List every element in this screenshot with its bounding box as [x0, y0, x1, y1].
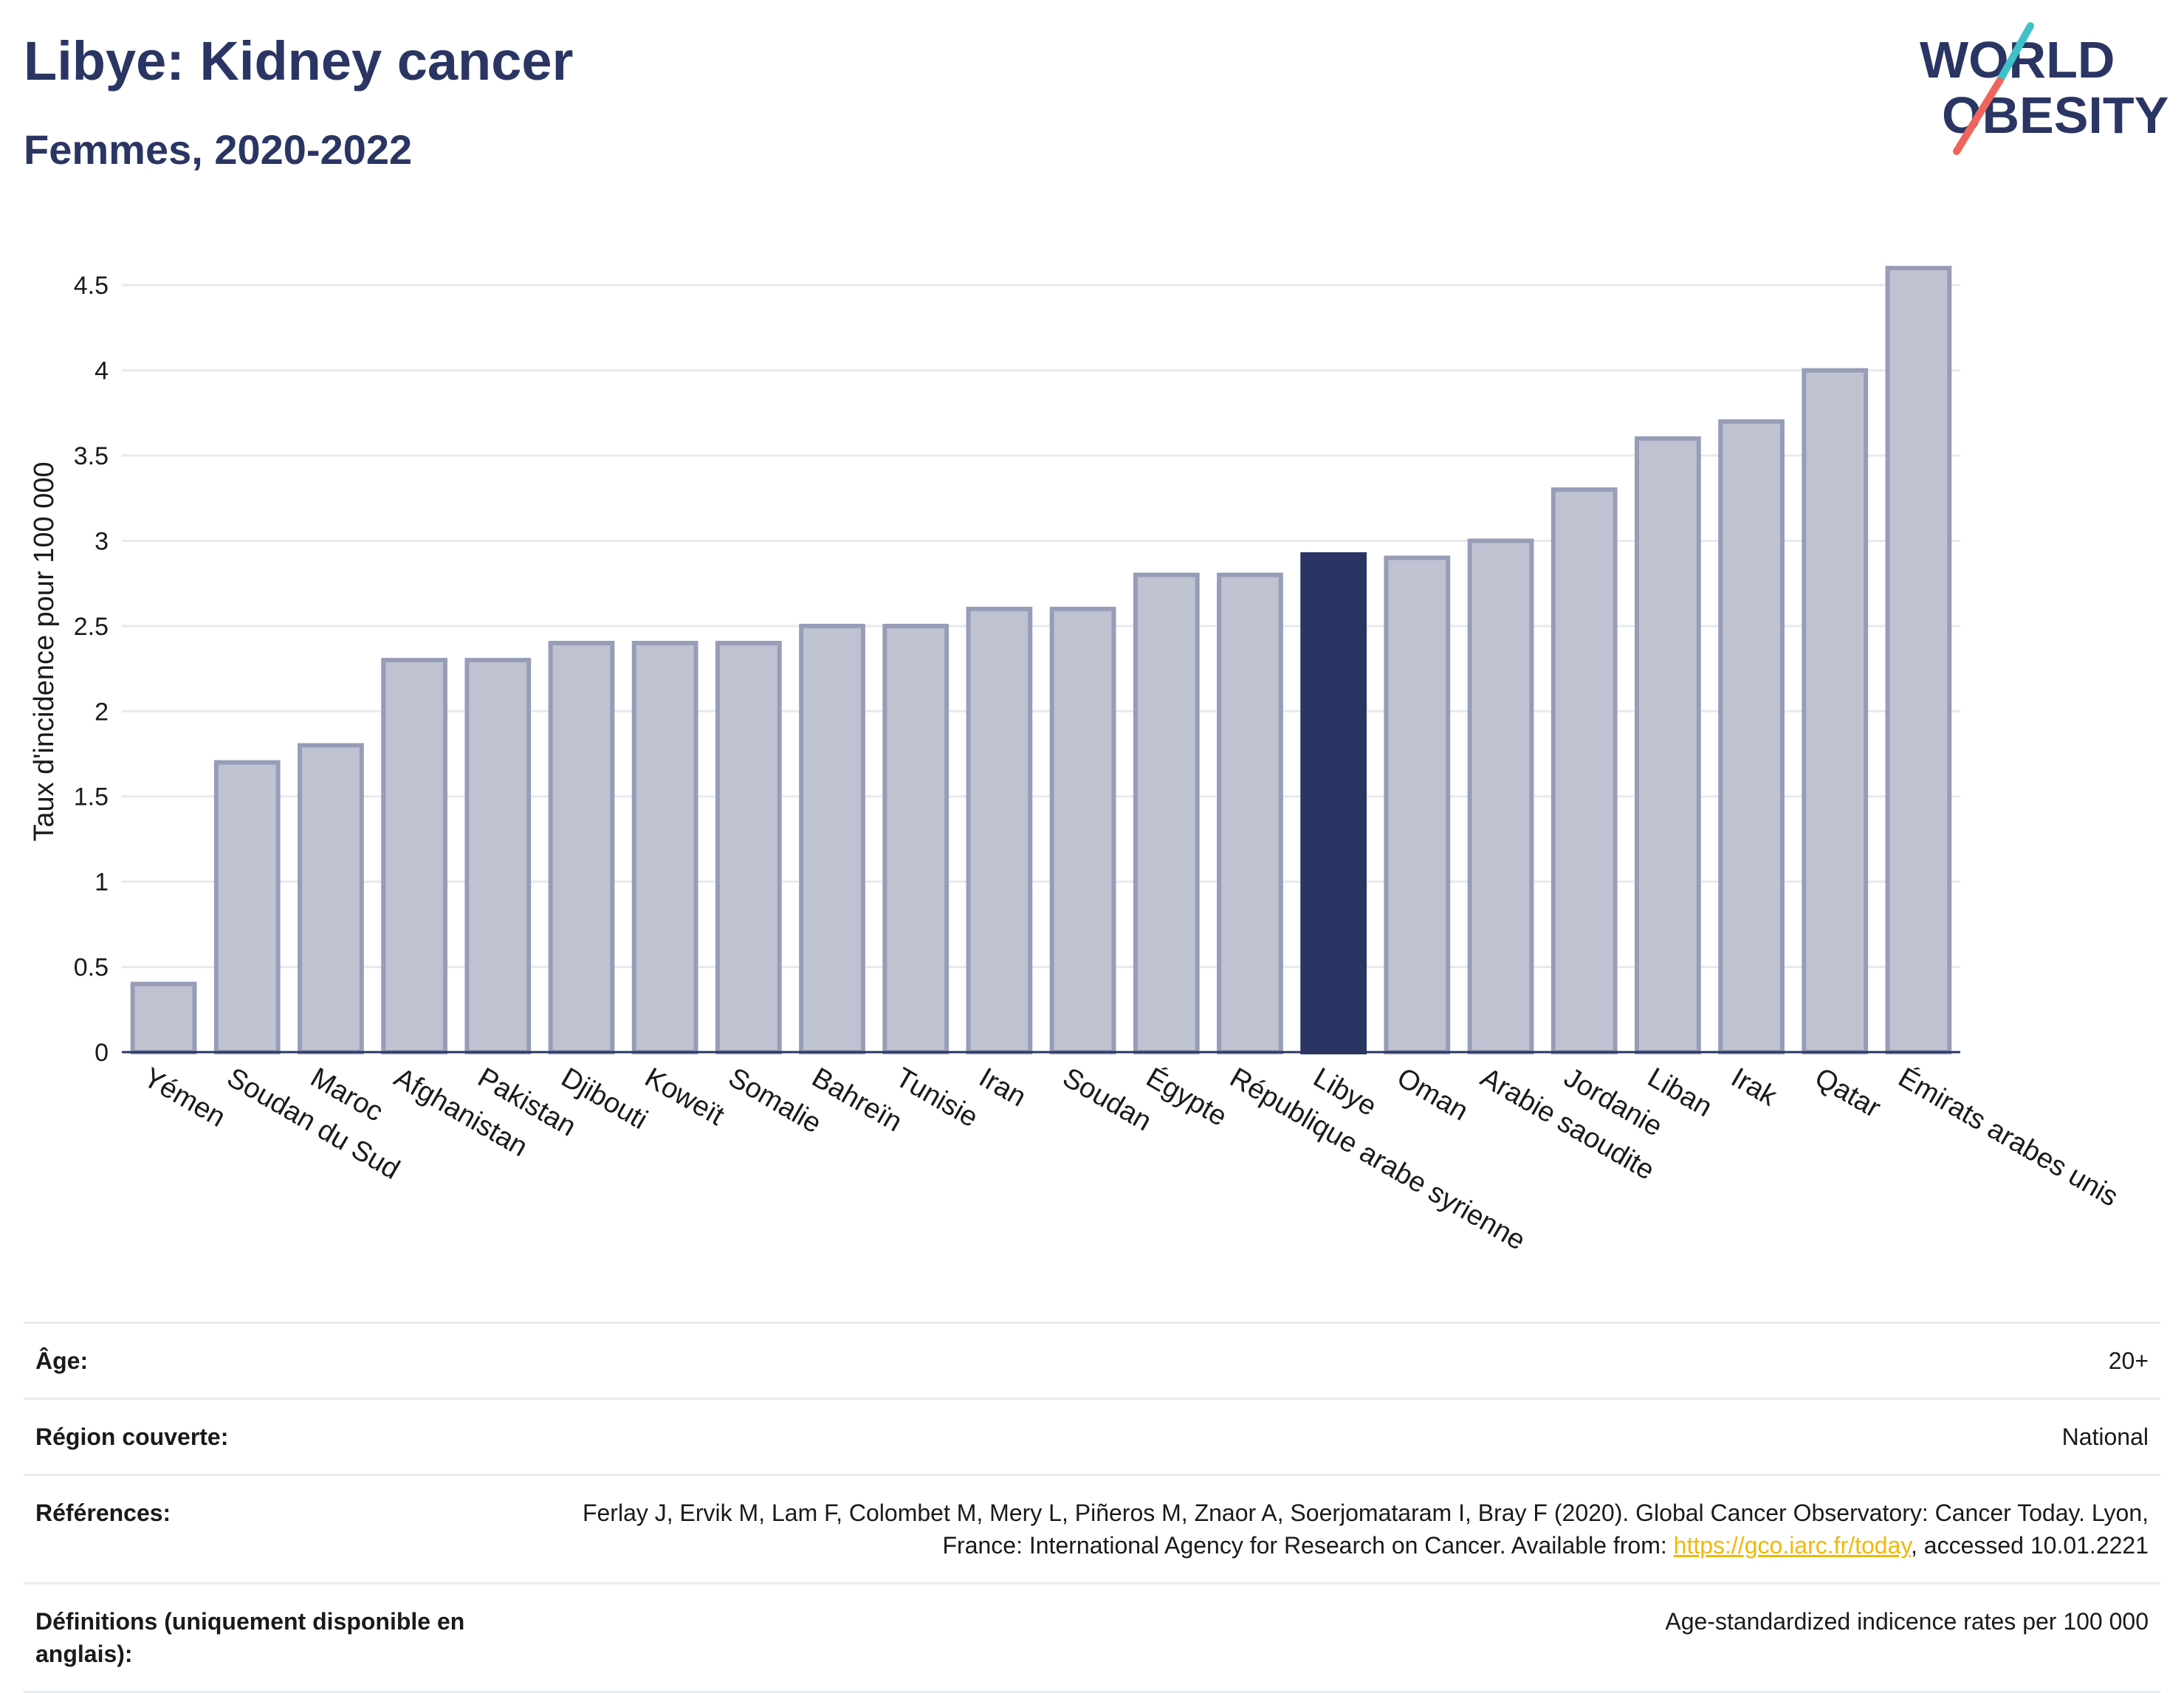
bar	[715, 640, 782, 1054]
bar	[298, 743, 364, 1054]
x-tick-label: Émirats arabes unis	[1893, 1062, 2123, 1213]
bar	[631, 640, 698, 1054]
references-label: Références:	[35, 1500, 171, 1526]
bar	[1802, 368, 1869, 1054]
x-tick-label: Irak	[1726, 1062, 1783, 1113]
x-tick-label: Soudan	[1057, 1062, 1156, 1137]
bar-chart: 0 0.5 1 1.5 2 2.5 3 3.5 4 4.5 Taux d'incidence pou…	[29, 266, 2123, 1257]
bar	[1718, 419, 1785, 1054]
page-subtitle: Femmes, 2020-2022	[24, 126, 413, 173]
x-tick-label: Somalie	[723, 1062, 826, 1139]
bar	[1467, 538, 1534, 1054]
region-value: National	[2061, 1424, 2149, 1450]
references-accessed: , accessed 10.01.2221	[1910, 1532, 2149, 1559]
bar	[1885, 266, 1952, 1055]
bar	[464, 658, 532, 1054]
meta-row-definitions: Définitions (uniquement disponible en an…	[24, 1582, 2160, 1693]
y-tick-label: 2	[95, 698, 109, 726]
meta-row-region: Région couverte: National	[24, 1398, 2160, 1474]
definitions-label: Définitions (uniquement disponible en an…	[35, 1608, 465, 1667]
bar	[381, 658, 448, 1054]
references-text: Ferlay J, Ervik M, Lam F, Colombet M, Me…	[582, 1500, 2149, 1559]
bar	[548, 640, 615, 1054]
y-tick-label: 0	[95, 1039, 109, 1067]
y-tick-label: 2.5	[74, 613, 109, 641]
age-value: 20+	[2108, 1347, 2149, 1374]
x-tick-label: Oman	[1392, 1062, 1474, 1127]
y-axis-title: Taux d'incidence pour 100 000	[29, 461, 60, 841]
logo-line1: WORLD	[1920, 31, 2115, 89]
definitions-value: Age-standardized indicence rates per 100…	[1665, 1608, 2149, 1635]
logo-slash-teal	[1996, 22, 2034, 85]
bar	[213, 760, 281, 1054]
age-label: Âge:	[35, 1347, 89, 1374]
y-tick-label: 4.5	[74, 272, 109, 300]
bar	[1551, 487, 1618, 1055]
references-link[interactable]: https://gco.iarc.fr/today	[1673, 1532, 1911, 1559]
y-tick-label: 1	[95, 868, 109, 896]
bar	[882, 623, 950, 1054]
region-label: Région couverte:	[35, 1424, 229, 1450]
bar	[799, 623, 865, 1054]
bar	[1133, 572, 1200, 1055]
x-tick-label: Égypte	[1141, 1062, 1232, 1133]
x-tick-label: Qatar	[1810, 1062, 1886, 1124]
references-value: Ferlay J, Ervik M, Lam F, Colombet M, Me…	[561, 1497, 2149, 1562]
page-title: Libye: Kidney cancer	[24, 30, 574, 92]
x-tick-label: Bahreïn	[807, 1062, 907, 1138]
bar	[1217, 572, 1283, 1055]
x-tick-label: Koweït	[639, 1062, 729, 1132]
bar	[1300, 552, 1367, 1054]
metadata-table: Âge: 20+ Région couverte: National Référ…	[24, 1322, 2160, 1693]
y-tick-label: 1.5	[74, 783, 109, 811]
meta-row-references: Références: Ferlay J, Ervik M, Lam F, Co…	[24, 1474, 2160, 1582]
x-tick-label: Iran	[974, 1062, 1031, 1113]
y-tick-label: 0.5	[74, 954, 109, 982]
bar	[1384, 555, 1451, 1054]
y-tick-label: 3	[95, 527, 109, 555]
logo-slash-red	[1953, 78, 2003, 155]
bar	[130, 981, 197, 1054]
bar	[1634, 436, 1701, 1054]
bar	[966, 606, 1033, 1054]
x-tick-label: Tunisie	[890, 1062, 983, 1133]
meta-row-age: Âge: 20+	[24, 1322, 2160, 1398]
bar	[1049, 606, 1116, 1054]
world-obesity-logo: WORLD OBESITY	[1920, 22, 2168, 155]
x-tick-label: Yémen	[138, 1062, 230, 1133]
y-tick-label: 3.5	[74, 442, 109, 470]
y-tick-label: 4	[95, 357, 109, 385]
